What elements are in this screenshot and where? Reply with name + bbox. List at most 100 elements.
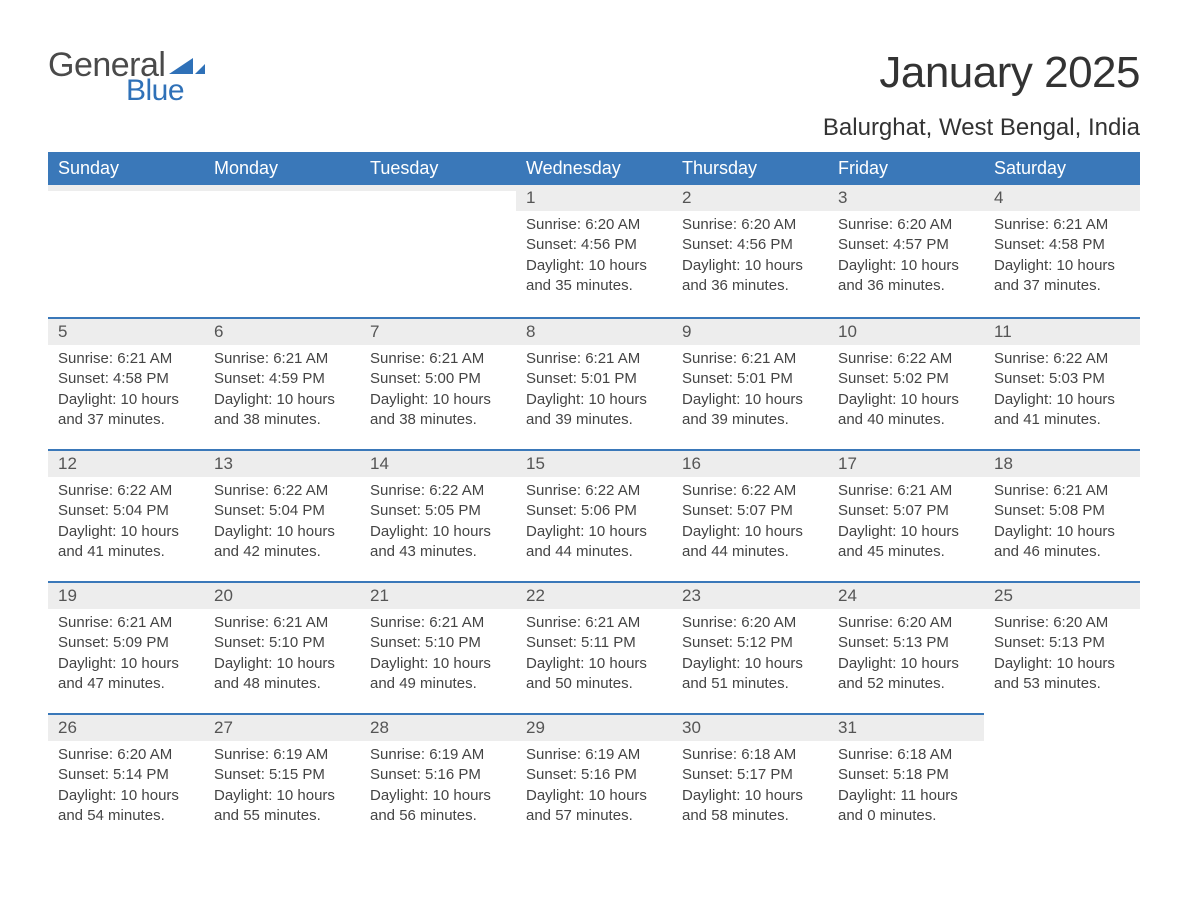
- sunset-text: Sunset: 5:07 PM: [838, 501, 974, 521]
- calendar-day-cell: 13Sunrise: 6:22 AMSunset: 5:04 PMDayligh…: [204, 449, 360, 581]
- sunrise-text: Sunrise: 6:21 AM: [994, 215, 1130, 235]
- calendar-day-cell: 7Sunrise: 6:21 AMSunset: 5:00 PMDaylight…: [360, 317, 516, 449]
- day-details: Sunrise: 6:21 AMSunset: 5:08 PMDaylight:…: [984, 477, 1140, 570]
- day-details: Sunrise: 6:21 AMSunset: 4:59 PMDaylight:…: [204, 345, 360, 438]
- calendar-day-cell: 5Sunrise: 6:21 AMSunset: 4:58 PMDaylight…: [48, 317, 204, 449]
- day-number: 7: [360, 317, 516, 345]
- day-number: 31: [828, 713, 984, 741]
- calendar-day-cell: 16Sunrise: 6:22 AMSunset: 5:07 PMDayligh…: [672, 449, 828, 581]
- sunrise-text: Sunrise: 6:21 AM: [214, 613, 350, 633]
- calendar-day-cell: 4Sunrise: 6:21 AMSunset: 4:58 PMDaylight…: [984, 185, 1140, 317]
- day-details: Sunrise: 6:20 AMSunset: 4:57 PMDaylight:…: [828, 211, 984, 304]
- sunset-text: Sunset: 5:01 PM: [682, 369, 818, 389]
- day-number: 2: [672, 185, 828, 211]
- daylight-text: Daylight: 10 hours and 39 minutes.: [682, 390, 818, 431]
- daylight-text: Daylight: 10 hours and 51 minutes.: [682, 654, 818, 695]
- calendar-week-row: 5Sunrise: 6:21 AMSunset: 4:58 PMDaylight…: [48, 317, 1140, 449]
- day-details: Sunrise: 6:22 AMSunset: 5:03 PMDaylight:…: [984, 345, 1140, 438]
- daylight-text: Daylight: 10 hours and 35 minutes.: [526, 256, 662, 297]
- day-number: 8: [516, 317, 672, 345]
- daylight-text: Daylight: 10 hours and 55 minutes.: [214, 786, 350, 827]
- calendar-day-cell: [48, 185, 204, 317]
- day-number: 13: [204, 449, 360, 477]
- day-details: Sunrise: 6:21 AMSunset: 5:07 PMDaylight:…: [828, 477, 984, 570]
- sunrise-text: Sunrise: 6:20 AM: [682, 613, 818, 633]
- daylight-text: Daylight: 10 hours and 37 minutes.: [994, 256, 1130, 297]
- sunset-text: Sunset: 4:56 PM: [526, 235, 662, 255]
- day-details: Sunrise: 6:21 AMSunset: 4:58 PMDaylight:…: [984, 211, 1140, 304]
- calendar-day-cell: 17Sunrise: 6:21 AMSunset: 5:07 PMDayligh…: [828, 449, 984, 581]
- sunrise-text: Sunrise: 6:22 AM: [526, 481, 662, 501]
- daylight-text: Daylight: 10 hours and 47 minutes.: [58, 654, 194, 695]
- day-number: 12: [48, 449, 204, 477]
- sunset-text: Sunset: 5:08 PM: [994, 501, 1130, 521]
- day-number: 25: [984, 581, 1140, 609]
- sunset-text: Sunset: 5:05 PM: [370, 501, 506, 521]
- day-details: Sunrise: 6:22 AMSunset: 5:04 PMDaylight:…: [204, 477, 360, 570]
- sunset-text: Sunset: 5:07 PM: [682, 501, 818, 521]
- day-number: 20: [204, 581, 360, 609]
- calendar-day-cell: 26Sunrise: 6:20 AMSunset: 5:14 PMDayligh…: [48, 713, 204, 845]
- daylight-text: Daylight: 10 hours and 48 minutes.: [214, 654, 350, 695]
- sunrise-text: Sunrise: 6:19 AM: [370, 745, 506, 765]
- sunset-text: Sunset: 5:12 PM: [682, 633, 818, 653]
- calendar-day-cell: 15Sunrise: 6:22 AMSunset: 5:06 PMDayligh…: [516, 449, 672, 581]
- calendar-day-cell: 14Sunrise: 6:22 AMSunset: 5:05 PMDayligh…: [360, 449, 516, 581]
- sunrise-text: Sunrise: 6:20 AM: [526, 215, 662, 235]
- day-details: Sunrise: 6:21 AMSunset: 5:09 PMDaylight:…: [48, 609, 204, 702]
- sunrise-text: Sunrise: 6:21 AM: [58, 349, 194, 369]
- sunset-text: Sunset: 5:01 PM: [526, 369, 662, 389]
- daylight-text: Daylight: 10 hours and 58 minutes.: [682, 786, 818, 827]
- calendar-day-cell: 6Sunrise: 6:21 AMSunset: 4:59 PMDaylight…: [204, 317, 360, 449]
- sunrise-text: Sunrise: 6:22 AM: [58, 481, 194, 501]
- sunrise-text: Sunrise: 6:21 AM: [526, 613, 662, 633]
- daylight-text: Daylight: 10 hours and 39 minutes.: [526, 390, 662, 431]
- calendar-day-cell: 18Sunrise: 6:21 AMSunset: 5:08 PMDayligh…: [984, 449, 1140, 581]
- day-details: Sunrise: 6:19 AMSunset: 5:15 PMDaylight:…: [204, 741, 360, 834]
- calendar-day-cell: 24Sunrise: 6:20 AMSunset: 5:13 PMDayligh…: [828, 581, 984, 713]
- weekday-header: Thursday: [672, 152, 828, 185]
- sunrise-text: Sunrise: 6:20 AM: [838, 215, 974, 235]
- calendar-week-row: 26Sunrise: 6:20 AMSunset: 5:14 PMDayligh…: [48, 713, 1140, 845]
- day-number: 28: [360, 713, 516, 741]
- daylight-text: Daylight: 10 hours and 41 minutes.: [994, 390, 1130, 431]
- sunrise-text: Sunrise: 6:20 AM: [58, 745, 194, 765]
- sunrise-text: Sunrise: 6:19 AM: [214, 745, 350, 765]
- sunset-text: Sunset: 5:10 PM: [214, 633, 350, 653]
- day-number: 29: [516, 713, 672, 741]
- daylight-text: Daylight: 10 hours and 52 minutes.: [838, 654, 974, 695]
- day-number: 9: [672, 317, 828, 345]
- calendar-day-cell: [360, 185, 516, 317]
- day-details: Sunrise: 6:21 AMSunset: 5:11 PMDaylight:…: [516, 609, 672, 702]
- weekday-header: Sunday: [48, 152, 204, 185]
- calendar-day-cell: 9Sunrise: 6:21 AMSunset: 5:01 PMDaylight…: [672, 317, 828, 449]
- sunrise-text: Sunrise: 6:21 AM: [838, 481, 974, 501]
- weekday-header: Saturday: [984, 152, 1140, 185]
- day-number: 27: [204, 713, 360, 741]
- calendar-day-cell: 2Sunrise: 6:20 AMSunset: 4:56 PMDaylight…: [672, 185, 828, 317]
- day-number: 10: [828, 317, 984, 345]
- calendar-day-cell: 23Sunrise: 6:20 AMSunset: 5:12 PMDayligh…: [672, 581, 828, 713]
- weekday-header: Monday: [204, 152, 360, 185]
- weekday-header: Wednesday: [516, 152, 672, 185]
- location-text: Balurghat, West Bengal, India: [823, 114, 1140, 142]
- calendar-day-cell: 22Sunrise: 6:21 AMSunset: 5:11 PMDayligh…: [516, 581, 672, 713]
- daylight-text: Daylight: 10 hours and 36 minutes.: [838, 256, 974, 297]
- sunset-text: Sunset: 5:13 PM: [994, 633, 1130, 653]
- sunrise-text: Sunrise: 6:20 AM: [838, 613, 974, 633]
- day-number: 24: [828, 581, 984, 609]
- sunrise-text: Sunrise: 6:18 AM: [838, 745, 974, 765]
- day-details: Sunrise: 6:21 AMSunset: 5:10 PMDaylight:…: [204, 609, 360, 702]
- day-number: [204, 185, 360, 191]
- weekday-header-row: SundayMondayTuesdayWednesdayThursdayFrid…: [48, 152, 1140, 185]
- sunset-text: Sunset: 5:16 PM: [526, 765, 662, 785]
- sunset-text: Sunset: 5:16 PM: [370, 765, 506, 785]
- calendar-day-cell: 25Sunrise: 6:20 AMSunset: 5:13 PMDayligh…: [984, 581, 1140, 713]
- day-number: 22: [516, 581, 672, 609]
- calendar-day-cell: 31Sunrise: 6:18 AMSunset: 5:18 PMDayligh…: [828, 713, 984, 845]
- daylight-text: Daylight: 10 hours and 42 minutes.: [214, 522, 350, 563]
- sunset-text: Sunset: 5:04 PM: [58, 501, 194, 521]
- daylight-text: Daylight: 10 hours and 37 minutes.: [58, 390, 194, 431]
- sunset-text: Sunset: 4:58 PM: [994, 235, 1130, 255]
- day-number: 16: [672, 449, 828, 477]
